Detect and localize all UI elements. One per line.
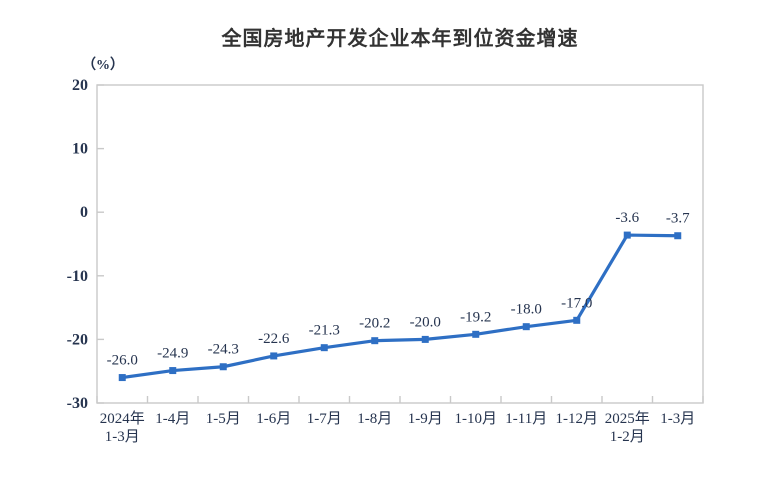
x-axis-category-label: 1-12月 — [556, 411, 599, 427]
data-point-marker — [270, 352, 278, 360]
data-point-label: -3.7 — [666, 211, 690, 227]
x-axis-category-label: 1-8月 — [357, 411, 392, 427]
x-axis-category-label: 1-9月 — [408, 411, 443, 427]
x-axis-category-label: 1-6月 — [256, 411, 291, 427]
data-point-marker — [169, 367, 177, 375]
x-axis-category-label: 2024年 — [100, 410, 145, 427]
data-point-marker — [674, 232, 682, 240]
data-point-marker — [573, 316, 581, 324]
x-axis-category-label: 2025年 — [605, 410, 650, 427]
data-point-label: -20.2 — [359, 316, 390, 332]
data-point-label: -17.0 — [561, 295, 592, 311]
y-axis-tick-label: -20 — [67, 331, 88, 348]
data-point-marker — [472, 330, 480, 338]
y-axis-unit-label: （%） — [82, 58, 124, 73]
data-point-marker — [219, 363, 227, 371]
x-axis-category-label: 1-4月 — [155, 411, 190, 427]
data-point-marker — [371, 337, 379, 345]
y-axis-tick-label: 10 — [72, 141, 88, 158]
x-axis-category-label: 1-3月 — [660, 411, 695, 427]
data-point-label: -24.9 — [157, 346, 188, 362]
y-axis-tick-label: -30 — [67, 395, 88, 412]
data-point-label: -26.0 — [107, 353, 138, 369]
data-point-marker — [118, 374, 126, 382]
data-point-label: -20.0 — [410, 314, 441, 330]
data-point-label: -24.3 — [208, 342, 239, 358]
series-line — [120, 233, 680, 380]
data-point-marker — [522, 323, 530, 331]
data-point-marker — [320, 344, 328, 352]
data-point-marker — [623, 231, 631, 239]
x-axis-category-label: 1-5月 — [206, 411, 241, 427]
x-axis-category-label: 1-7月 — [307, 411, 342, 427]
x-axis-category-label: 1-10月 — [455, 411, 498, 427]
x-axis-category-label: 1-2月 — [610, 429, 645, 445]
x-axis-category-label: 1-11月 — [505, 411, 547, 427]
y-axis-tick-label: 20 — [72, 77, 88, 94]
data-point-label: -21.3 — [309, 323, 340, 339]
data-point-marker — [421, 335, 429, 343]
x-axis-category-label: 1-3月 — [105, 429, 140, 445]
y-axis-tick-label: -10 — [67, 268, 88, 285]
data-point-label: -3.6 — [615, 210, 639, 226]
chart-title: 全国房地产开发企业本年到位资金增速 — [221, 28, 579, 50]
data-point-label: -19.2 — [460, 309, 491, 325]
y-axis-tick-label: 0 — [80, 204, 88, 221]
data-point-label: -18.0 — [511, 302, 542, 318]
data-point-label: -22.6 — [258, 331, 290, 347]
